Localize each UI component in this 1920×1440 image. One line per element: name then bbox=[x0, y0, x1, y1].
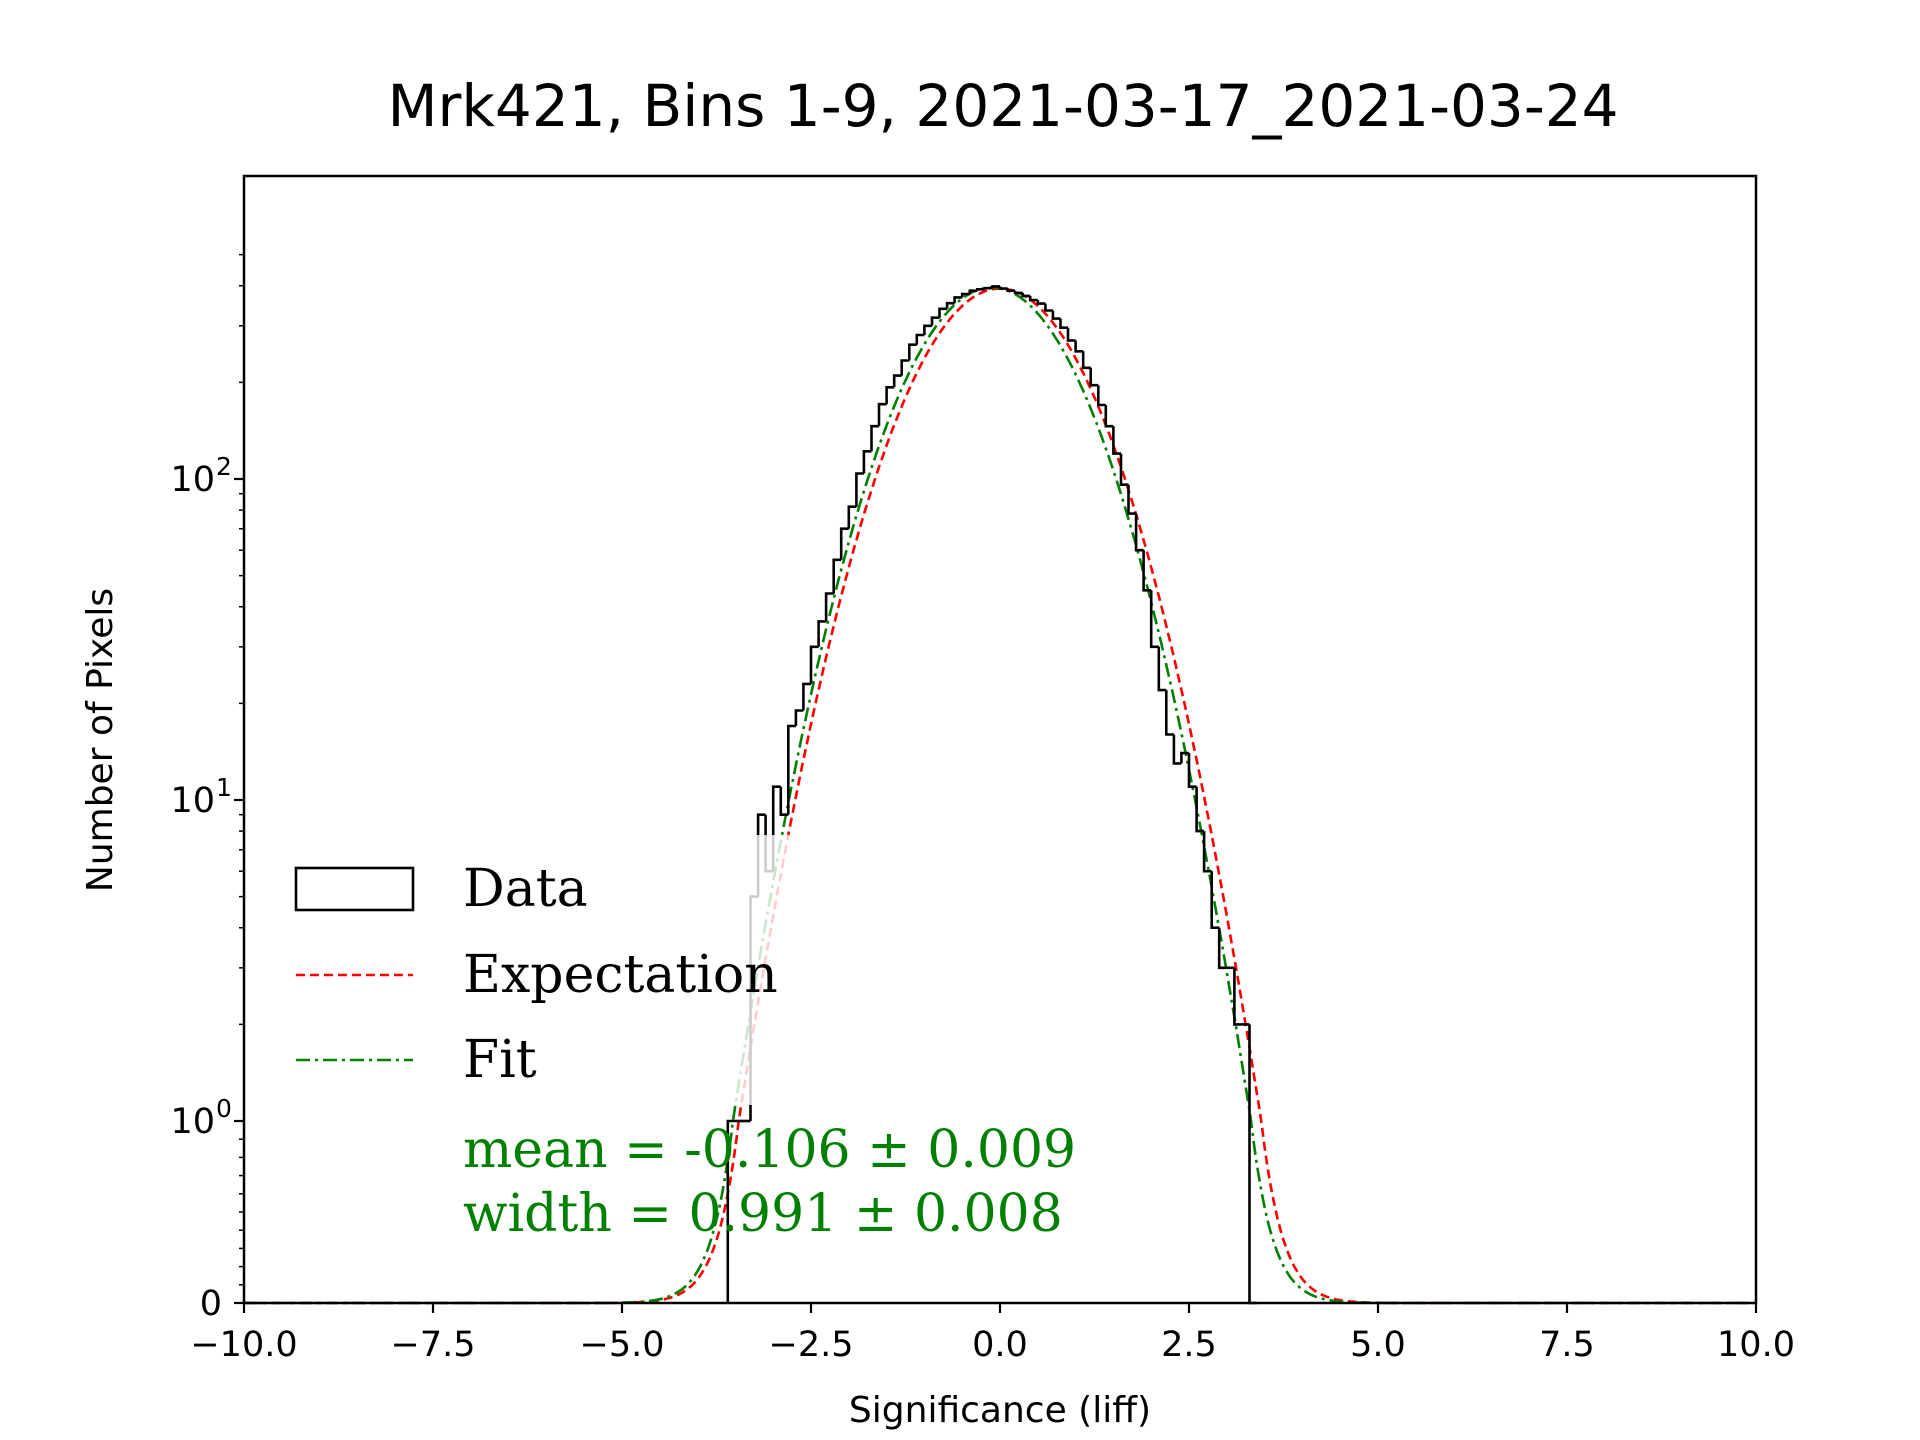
x-tick-label: 2.5 bbox=[1161, 1325, 1217, 1365]
legend-label-data: Data bbox=[463, 859, 588, 919]
data-histogram-bin bbox=[1142, 550, 1152, 592]
data-histogram-bin bbox=[726, 1119, 736, 1303]
data-histogram-bin bbox=[1195, 786, 1205, 833]
data-histogram-bin bbox=[1119, 453, 1129, 486]
data-histogram-bin bbox=[1104, 405, 1114, 428]
data-histogram-bin bbox=[855, 472, 864, 507]
data-histogram-bin bbox=[1081, 351, 1091, 370]
data-histogram-bin bbox=[1097, 385, 1106, 407]
data-histogram-bin bbox=[847, 505, 857, 529]
data-histogram-bin bbox=[1006, 288, 1016, 292]
y-tick-label: 10 bbox=[170, 781, 215, 821]
y-tick-label: 10 bbox=[170, 460, 215, 500]
data-histogram-bin bbox=[877, 402, 887, 427]
data-histogram-bin bbox=[1210, 871, 1220, 929]
data-histogram-bin bbox=[824, 592, 834, 622]
data-histogram-bin bbox=[779, 786, 789, 816]
data-histogram-bin bbox=[900, 359, 910, 376]
data-histogram-bin bbox=[1149, 590, 1159, 649]
data-histogram-bin bbox=[991, 285, 1000, 289]
x-tick-label: 10.0 bbox=[1717, 1325, 1795, 1365]
data-histogram-bin bbox=[1059, 318, 1068, 329]
data-histogram-bin bbox=[794, 709, 804, 726]
x-tick-label: −2.5 bbox=[769, 1325, 854, 1365]
data-histogram-bin bbox=[1217, 927, 1227, 970]
legend-label-expectation: Expectation bbox=[463, 945, 778, 1005]
data-histogram-bin bbox=[809, 645, 819, 684]
data-histogram-bin bbox=[1044, 303, 1053, 312]
data-histogram-bin bbox=[1089, 367, 1099, 387]
data-histogram-bin bbox=[1066, 327, 1076, 342]
data-histogram-bin bbox=[960, 292, 970, 298]
data-histogram-bin bbox=[1165, 690, 1174, 736]
data-histogram-bin bbox=[787, 724, 796, 815]
data-histogram-bin bbox=[976, 288, 985, 291]
legend-swatch-data bbox=[294, 866, 415, 912]
data-histogram-bin bbox=[1233, 967, 1242, 1026]
data-histogram-bin bbox=[885, 386, 895, 405]
data-histogram-bin bbox=[1172, 734, 1182, 765]
data-histogram-bin bbox=[1187, 753, 1197, 788]
data-histogram-bin bbox=[968, 289, 978, 294]
data-histogram-bin bbox=[1134, 513, 1144, 552]
y-tick-exponent: 2 bbox=[216, 452, 232, 481]
chart-title: Mrk421, Bins 1-9, 2021-03-17_2021-03-24 bbox=[387, 72, 1618, 140]
y-tick-exponent: 1 bbox=[216, 773, 232, 802]
data-histogram-bin bbox=[1074, 340, 1084, 353]
y-tick-label: 10 bbox=[170, 1102, 215, 1142]
data-histogram-bin bbox=[892, 374, 902, 388]
x-tick-label: −10.0 bbox=[190, 1325, 297, 1365]
data-histogram-bin bbox=[1036, 300, 1046, 305]
data-histogram-bin bbox=[839, 527, 849, 560]
data-histogram-bin bbox=[953, 296, 963, 304]
data-histogram-bin bbox=[802, 682, 811, 711]
data-histogram-bin bbox=[1180, 751, 1189, 764]
data-histogram-bin bbox=[1127, 484, 1137, 515]
data-histogram-bin bbox=[1112, 426, 1121, 455]
data-histogram-bin bbox=[832, 558, 842, 594]
data-histogram-bin bbox=[930, 316, 940, 326]
x-tick-label: 5.0 bbox=[1350, 1325, 1406, 1365]
data-histogram-bin bbox=[983, 286, 993, 290]
data-histogram-bin bbox=[998, 286, 1008, 290]
data-histogram-bin bbox=[817, 620, 827, 647]
x-tick-label: −7.5 bbox=[391, 1325, 476, 1365]
y-tick-label: 0 bbox=[200, 1284, 222, 1324]
x-tick-label: 0.0 bbox=[972, 1325, 1028, 1365]
x-tick-label: 7.5 bbox=[1539, 1325, 1595, 1365]
legend: Data Expectation Fit bbox=[270, 835, 850, 1105]
data-histogram-bin bbox=[915, 333, 925, 345]
legend-label-fit: Fit bbox=[463, 1030, 537, 1090]
y-tick-exponent: 0 bbox=[216, 1094, 232, 1123]
y-axis-label: Number of Pixels bbox=[80, 588, 121, 892]
data-histogram-bin bbox=[938, 307, 948, 318]
data-histogram-bin bbox=[870, 424, 879, 452]
data-histogram-bin bbox=[1202, 831, 1212, 873]
data-histogram-bin bbox=[923, 324, 932, 335]
x-tick-label: −5.0 bbox=[580, 1325, 665, 1365]
data-histogram-bin bbox=[1051, 310, 1061, 320]
data-histogram-bin bbox=[1013, 290, 1023, 295]
x-axis-label: Significance (liff) bbox=[849, 1390, 1151, 1431]
data-histogram-bin bbox=[945, 301, 955, 309]
fit-mean-annotation: mean = -0.106 ± 0.009 bbox=[463, 1120, 1076, 1180]
fit-width-annotation: width = 0.991 ± 0.008 bbox=[463, 1184, 1063, 1244]
data-histogram-bin bbox=[1021, 292, 1031, 298]
legend-background bbox=[270, 835, 850, 1105]
data-histogram-bin bbox=[862, 450, 872, 474]
data-histogram-bin bbox=[1028, 295, 1038, 302]
data-histogram-bin bbox=[1157, 646, 1167, 692]
data-histogram-bin bbox=[908, 343, 917, 361]
